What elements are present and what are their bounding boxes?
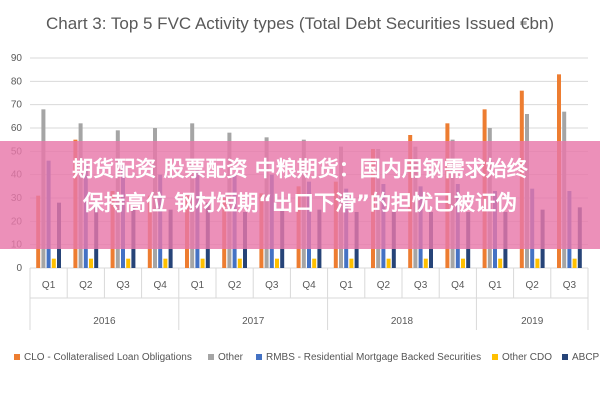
bar-other [51,258,56,268]
legend-swatch [208,354,214,361]
y-tick-label: 70 [11,100,23,111]
legend-item: CLO - Collateralised Loan Obligations [14,352,192,363]
legend-swatch [256,354,262,361]
bar-other [275,258,279,268]
overlay-banner-text: 期货配资 股票配资 中粮期货：国内用钢需求始终 保持高位 钢材短期“出口下滑”的… [0,152,600,220]
legend-label: Other [218,352,244,363]
bar-other [423,258,428,268]
bar-other [498,258,503,268]
y-tick-label: 80 [11,76,23,87]
legend-label: Other CDO [502,352,553,363]
bar-other [572,258,577,268]
bar-other [89,258,93,268]
legend-item: Other [208,352,243,363]
x-tick-label: Q4 [154,280,168,291]
bar-other [163,258,168,268]
x-tick-label: Q1 [191,280,205,291]
year-label: 2016 [93,316,116,327]
bar-other [386,258,391,268]
x-tick-label: Q4 [451,280,465,291]
legend-item: Other CDO [492,352,552,363]
legend-label: RMBS - Residential Mortgage Backed Secur… [266,352,482,363]
legend-swatch [562,354,568,361]
legend-swatch [492,354,498,361]
x-tick-label: Q1 [488,280,502,291]
x-tick-label: Q4 [302,280,316,291]
y-tick-label: 0 [16,263,22,274]
legend-label: ABCP [572,352,600,363]
bar-other [237,258,242,268]
year-label: 2017 [242,316,265,327]
year-label: 2019 [521,316,544,327]
x-tick-label: Q1 [42,280,56,291]
x-tick-label: Q3 [414,280,428,291]
bar-other [349,258,354,268]
x-tick-label: Q2 [377,280,391,291]
chart-title: Chart 3: Top 5 FVC Activity types (Total… [45,14,555,33]
bar-other [200,258,205,268]
x-tick-label: Q1 [340,280,354,291]
x-tick-label: Q3 [563,280,577,291]
x-axis-year-labels: 2016 2017 2018 2019 [93,316,543,327]
legend-item: RMBS - Residential Mortgage Backed Secur… [256,352,481,363]
x-tick-label: Q2 [526,280,540,291]
bar-other [312,258,317,268]
x-axis-tick-labels: Q1 Q2 Q3 Q4 Q1 Q2 Q3 Q4 Q1 Q2 Q3 Q4 Q1 Q2 Q3 [42,280,577,291]
x-tick-label: Q3 [265,280,279,291]
legend-item: ABCP [562,352,599,363]
legend-label: CLO - Collateralised Loan Obligations [24,352,192,363]
bar-other [535,258,540,268]
x-tick-label: Q2 [79,280,93,291]
banner-line-2: 保持高位 钢材短期“出口下滑”的担忧已被证伪 [83,191,517,215]
banner-line-1: 期货配资 股票配资 中粮期货：国内用钢需求始终 [72,157,528,181]
legend-swatch [14,354,20,361]
overlay-banner [0,141,600,249]
y-tick-label: 60 [11,123,23,134]
year-label: 2018 [391,316,414,327]
x-tick-label: Q2 [228,280,242,291]
x-tick-label: Q3 [116,280,130,291]
y-tick-label: 90 [11,53,23,64]
bar-other [126,258,131,268]
bar-other [461,258,465,268]
